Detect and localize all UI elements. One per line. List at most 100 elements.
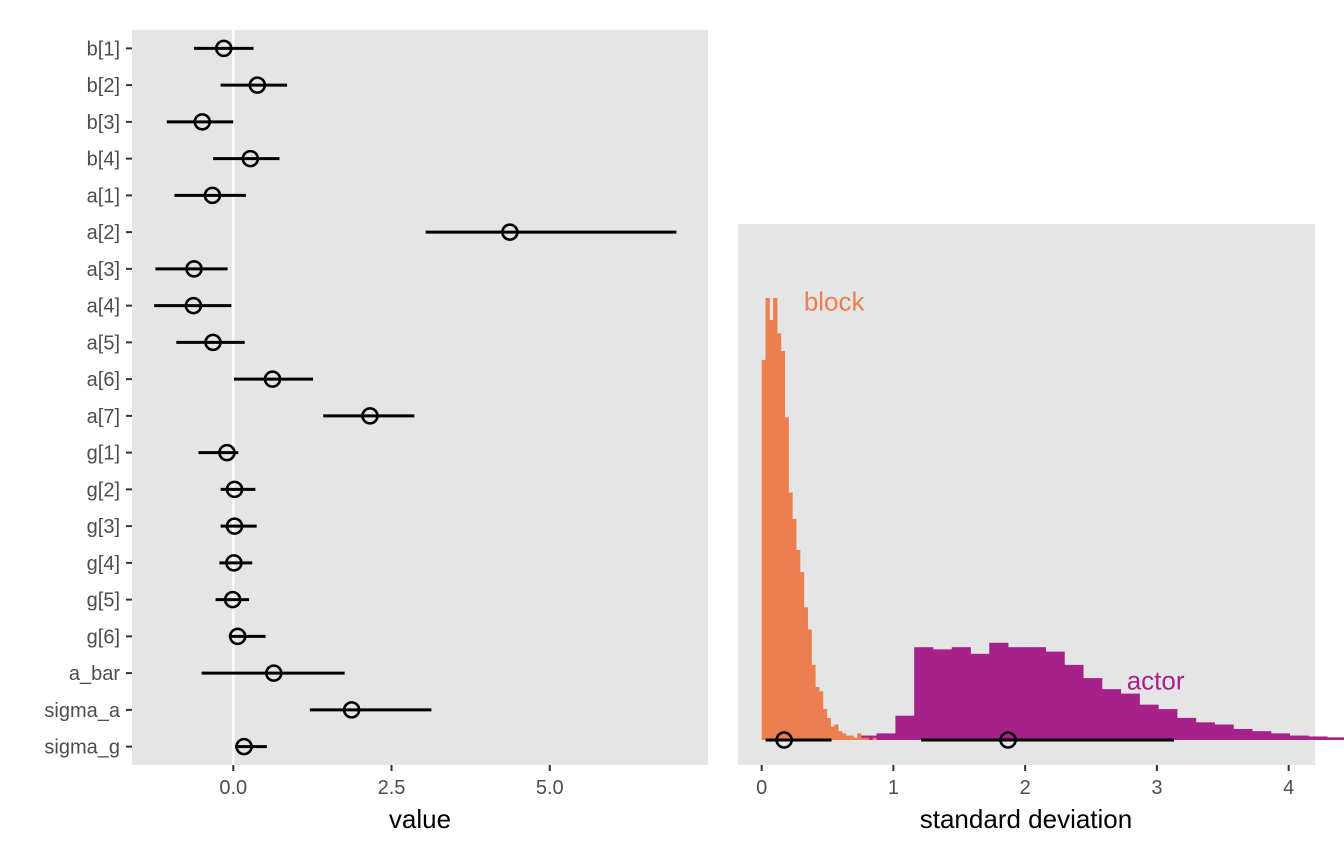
mean-point bbox=[185, 260, 203, 278]
x-tick-label: 3 bbox=[1151, 777, 1162, 799]
y-tick-label: b[1] bbox=[87, 38, 120, 60]
actor-bar bbox=[914, 647, 934, 740]
actor-bar bbox=[951, 647, 971, 740]
actor-bar bbox=[1026, 647, 1047, 740]
mean-point bbox=[193, 113, 212, 131]
actor-bar bbox=[895, 715, 915, 740]
block-mean-point bbox=[775, 731, 793, 749]
mean-point bbox=[263, 370, 282, 388]
sd-x-axis: 0 1 2 3 4 bbox=[756, 765, 1294, 799]
x-tick-label: 2.5 bbox=[378, 777, 406, 799]
y-tick-label: g[5] bbox=[87, 590, 120, 612]
y-tick-label: a[2] bbox=[87, 222, 120, 244]
sd-intervals bbox=[765, 731, 1175, 749]
actor-bar bbox=[1101, 689, 1122, 740]
actor-bar bbox=[970, 653, 990, 740]
actor-bar bbox=[1139, 704, 1159, 740]
mean-point bbox=[235, 737, 253, 756]
y-tick-label: a[7] bbox=[87, 406, 120, 428]
mean-point bbox=[214, 39, 233, 58]
y-tick-label: a[3] bbox=[87, 259, 120, 281]
block-bar bbox=[815, 686, 820, 740]
block-bar bbox=[838, 731, 843, 740]
mean-point bbox=[342, 701, 361, 719]
mean-point bbox=[218, 443, 236, 462]
sd-histogram-bars bbox=[761, 298, 1344, 740]
actor-bar bbox=[1233, 728, 1253, 740]
block-bar bbox=[822, 709, 828, 740]
y-tick-label: sigma_g bbox=[44, 737, 120, 759]
block-bar bbox=[784, 417, 789, 740]
actor-bar bbox=[989, 642, 1009, 740]
mean-point bbox=[204, 333, 222, 352]
block-bar bbox=[796, 549, 801, 740]
actor-bar bbox=[1008, 647, 1028, 740]
x-tick-label: 0.0 bbox=[219, 777, 247, 799]
mean-point bbox=[223, 590, 242, 609]
actor-bar bbox=[1158, 709, 1178, 740]
actor-bar bbox=[1308, 736, 1328, 740]
actor-bar bbox=[1177, 717, 1197, 740]
block-bar bbox=[773, 298, 778, 740]
block-bar bbox=[819, 691, 824, 740]
block-bar bbox=[834, 724, 839, 740]
x-tick-label: 2 bbox=[1020, 777, 1031, 799]
x-tick-label: 0 bbox=[756, 777, 767, 799]
actor-bar bbox=[1214, 724, 1234, 740]
sd-x-axis-title: standard deviation bbox=[920, 804, 1132, 834]
coef-panel: b[1] b[2] b[3] b[4] a[1] a[2] a[3] a[4] a[5] a[6]… bbox=[44, 30, 708, 834]
y-tick-label: b[3] bbox=[87, 112, 120, 134]
y-tick-label: g[4] bbox=[87, 553, 120, 575]
mean-point bbox=[225, 554, 243, 572]
block-bar bbox=[853, 737, 858, 740]
x-tick-label: 5.0 bbox=[536, 777, 564, 799]
x-tick-label: 1 bbox=[888, 777, 899, 799]
block-bar bbox=[803, 607, 808, 740]
block-bar bbox=[830, 726, 835, 740]
y-tick-label: a[4] bbox=[87, 296, 120, 318]
y-tick-label: a[6] bbox=[87, 369, 120, 391]
mean-point bbox=[361, 407, 379, 425]
block-bar bbox=[811, 664, 816, 740]
mean-point bbox=[264, 664, 283, 682]
y-tick-label: b[4] bbox=[87, 149, 120, 171]
block-bar bbox=[872, 737, 877, 740]
y-tick-label: g[1] bbox=[87, 443, 120, 465]
actor-bar bbox=[1083, 678, 1103, 740]
y-tick-label: b[2] bbox=[87, 75, 120, 97]
mean-point bbox=[228, 627, 247, 646]
block-bar bbox=[776, 333, 782, 740]
block-bar bbox=[765, 298, 770, 740]
actor-bar bbox=[1327, 737, 1344, 740]
block-bar bbox=[780, 351, 786, 740]
block-bar bbox=[799, 572, 805, 740]
mean-point bbox=[184, 296, 203, 315]
coef-y-axis: b[1] b[2] b[3] b[4] a[1] a[2] a[3] a[4] a[5] a[6]… bbox=[44, 38, 132, 759]
block-bar bbox=[861, 737, 866, 740]
actor-bar bbox=[1270, 733, 1291, 740]
actor-bar bbox=[1252, 731, 1272, 740]
block-bar bbox=[841, 733, 847, 740]
y-tick-label: sigma_a bbox=[44, 700, 120, 722]
actor-bar bbox=[932, 649, 953, 740]
actor-bar bbox=[1289, 735, 1309, 740]
x-tick-label: 4 bbox=[1283, 777, 1294, 799]
coef-x-axis: 0.0 2.5 5.0 bbox=[219, 765, 564, 799]
block-bar bbox=[761, 359, 766, 740]
block-bar bbox=[788, 492, 793, 740]
mean-point bbox=[225, 517, 244, 535]
block-bar bbox=[845, 735, 850, 740]
block-label: block bbox=[804, 286, 866, 316]
block-bar bbox=[826, 717, 831, 740]
coef-x-axis-title: value bbox=[389, 804, 451, 834]
mean-point bbox=[203, 186, 222, 205]
y-tick-label: g[6] bbox=[87, 626, 120, 648]
actor-bar bbox=[1120, 693, 1140, 740]
y-tick-label: g[2] bbox=[87, 479, 120, 501]
actor-mean-point bbox=[999, 731, 1017, 749]
block-bar bbox=[769, 320, 774, 740]
block-bar bbox=[849, 735, 854, 740]
sd-panel: block actor 0 1 2 3 4 standard deviation bbox=[738, 224, 1344, 834]
y-tick-label: a_bar bbox=[69, 663, 120, 685]
